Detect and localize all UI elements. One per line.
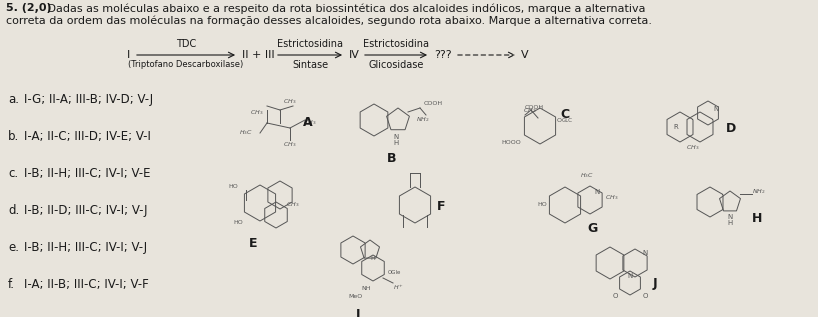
Text: HOOO: HOOO bbox=[501, 140, 521, 146]
Text: c.: c. bbox=[8, 167, 18, 180]
Text: $NH_2$: $NH_2$ bbox=[752, 187, 766, 196]
Text: $H_3C$: $H_3C$ bbox=[580, 171, 594, 180]
Text: HO: HO bbox=[228, 184, 238, 190]
Text: H: H bbox=[752, 211, 762, 224]
Text: HO: HO bbox=[233, 221, 243, 225]
Text: I-A; II-B; III-C; IV-I; V-F: I-A; II-B; III-C; IV-I; V-F bbox=[24, 278, 149, 291]
Text: A: A bbox=[303, 116, 312, 129]
Text: $NH_2$: $NH_2$ bbox=[416, 115, 429, 124]
Text: O: O bbox=[557, 118, 562, 122]
Text: C: C bbox=[560, 108, 569, 121]
Text: Dadas as moléculas abaixo e a respeito da rota biossintética dos alcaloides indó: Dadas as moléculas abaixo e a respeito d… bbox=[44, 3, 645, 14]
Text: I-B; II-H; III-C; IV-I; V-E: I-B; II-H; III-C; IV-I; V-E bbox=[24, 167, 151, 180]
Text: R: R bbox=[674, 124, 678, 130]
Text: O: O bbox=[613, 293, 618, 299]
Text: I: I bbox=[126, 50, 129, 60]
Text: Sintase: Sintase bbox=[292, 60, 328, 70]
Text: GLC: GLC bbox=[562, 118, 573, 122]
Text: $H_3C$: $H_3C$ bbox=[239, 129, 253, 138]
Text: Estrictosidina: Estrictosidina bbox=[363, 39, 429, 49]
Text: $CH_3$: $CH_3$ bbox=[605, 194, 618, 203]
Text: G: G bbox=[588, 222, 598, 235]
Text: J: J bbox=[653, 276, 658, 289]
Text: I: I bbox=[356, 308, 360, 317]
Text: IV: IV bbox=[349, 50, 360, 60]
Text: HO: HO bbox=[537, 203, 547, 208]
Text: $CH_3$: $CH_3$ bbox=[283, 140, 297, 149]
Text: e.: e. bbox=[8, 241, 19, 254]
Text: E: E bbox=[249, 237, 257, 250]
Text: I-A; II-C; III-D; IV-E; V-I: I-A; II-C; III-D; IV-E; V-I bbox=[24, 130, 151, 143]
Text: b.: b. bbox=[8, 130, 20, 143]
Text: I-G; II-A; III-B; IV-D; V-J: I-G; II-A; III-B; IV-D; V-J bbox=[24, 93, 153, 106]
Text: MeO: MeO bbox=[348, 294, 363, 299]
Text: II + III: II + III bbox=[242, 50, 275, 60]
Text: I-B; II-H; III-C; IV-I; V-J: I-B; II-H; III-C; IV-I; V-J bbox=[24, 241, 147, 254]
Text: B: B bbox=[387, 152, 397, 165]
Text: $CH_3$: $CH_3$ bbox=[283, 97, 297, 106]
Text: O: O bbox=[642, 293, 648, 299]
Text: Glicosidase: Glicosidase bbox=[368, 60, 424, 70]
Text: H: H bbox=[393, 140, 398, 146]
Text: ???: ??? bbox=[434, 50, 452, 60]
Text: OGle: OGle bbox=[388, 270, 402, 275]
Text: N: N bbox=[642, 250, 648, 256]
Text: N: N bbox=[393, 134, 398, 140]
Text: a.: a. bbox=[8, 93, 19, 106]
Text: COOH: COOH bbox=[424, 101, 443, 106]
Text: 5. (2,0): 5. (2,0) bbox=[6, 3, 52, 13]
Text: N: N bbox=[727, 214, 733, 220]
Text: $CH_3$: $CH_3$ bbox=[250, 108, 263, 117]
Text: D: D bbox=[726, 122, 736, 135]
Text: $CH_3$: $CH_3$ bbox=[686, 143, 699, 152]
Text: H: H bbox=[371, 256, 375, 261]
Text: (Triptofano Descarboxilase): (Triptofano Descarboxilase) bbox=[128, 60, 244, 69]
Text: F: F bbox=[437, 200, 446, 214]
Text: f.: f. bbox=[8, 278, 15, 291]
Text: d.: d. bbox=[8, 204, 20, 217]
Text: V: V bbox=[521, 50, 528, 60]
Text: N: N bbox=[713, 106, 719, 112]
Text: H: H bbox=[727, 220, 733, 226]
Text: I-B; II-D; III-C; IV-I; V-J: I-B; II-D; III-C; IV-I; V-J bbox=[24, 204, 147, 217]
Text: $CH_3$: $CH_3$ bbox=[286, 201, 299, 210]
Text: $H^+$: $H^+$ bbox=[393, 283, 404, 293]
Text: N: N bbox=[627, 273, 632, 279]
Text: Estrictosidina: Estrictosidina bbox=[277, 39, 343, 49]
Text: N: N bbox=[595, 189, 600, 195]
Text: correta da ordem das moléculas na formação desses alcaloides, segundo rota abaix: correta da ordem das moléculas na formaç… bbox=[6, 16, 652, 27]
Text: TDC: TDC bbox=[176, 39, 196, 49]
Text: $CH_3$: $CH_3$ bbox=[303, 119, 317, 127]
Text: COOH: COOH bbox=[525, 105, 544, 110]
Text: NH: NH bbox=[362, 286, 371, 290]
Text: $CH_3$: $CH_3$ bbox=[524, 106, 537, 115]
